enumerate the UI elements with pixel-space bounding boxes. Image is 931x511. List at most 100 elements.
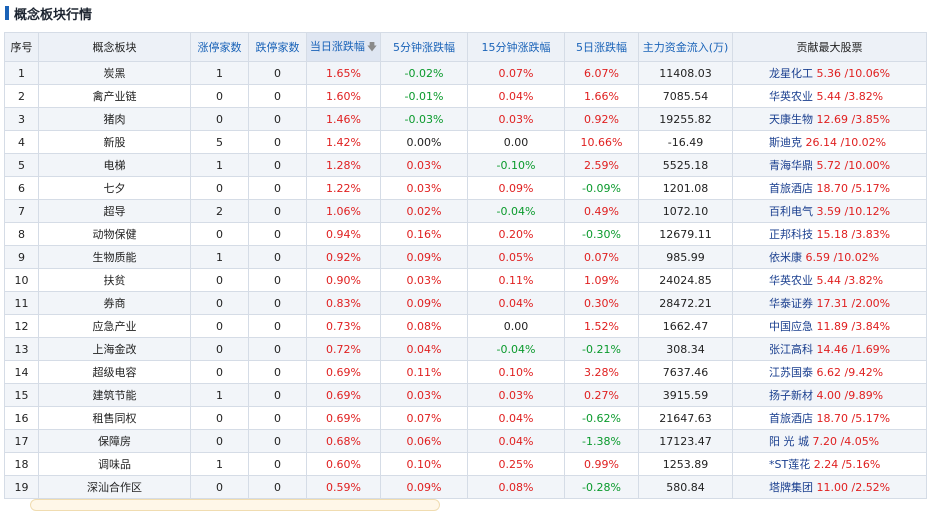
- sector-name[interactable]: 超级电容: [38, 360, 191, 384]
- 5min-change: 0.04%: [380, 337, 468, 361]
- table-row[interactable]: 19 深汕合作区 0 0 0.59% 0.09% 0.08% -0.28% 580.84 塔牌集团…: [4, 475, 927, 499]
- header-15min-change[interactable]: 15分钟涨跌幅: [467, 32, 565, 62]
- top-stock-name[interactable]: 首旅酒店: [769, 182, 813, 195]
- top-stock-name[interactable]: 青海华鼎: [769, 159, 813, 172]
- sector-name[interactable]: 扶贫: [38, 268, 191, 292]
- top-stock[interactable]: 正邦科技 15.18 /3.83%: [732, 222, 927, 246]
- table-row[interactable]: 14 超级电容 0 0 0.69% 0.11% 0.10% 3.28% 7637.46 江苏国泰 …: [4, 360, 927, 384]
- top-stock-name[interactable]: 正邦科技: [769, 228, 813, 241]
- top-stock[interactable]: 斯迪克 26.14 /10.02%: [732, 130, 927, 154]
- top-stock[interactable]: 华英农业 5.44 /3.82%: [732, 268, 927, 292]
- sector-name[interactable]: 超导: [38, 199, 191, 223]
- top-stock-name[interactable]: 中国应急: [769, 320, 813, 333]
- top-stock-name[interactable]: 阳 光 城: [769, 435, 809, 448]
- sector-name[interactable]: 保障房: [38, 429, 191, 453]
- table-row[interactable]: 13 上海金改 0 0 0.72% 0.04% -0.04% -0.21% 308.34 张江高科…: [4, 337, 927, 361]
- limit-up-count: 0: [190, 475, 249, 499]
- top-stock-name[interactable]: 天康生物: [769, 113, 813, 126]
- top-stock[interactable]: 依米康 6.59 /10.02%: [732, 245, 927, 269]
- arrow-down-icon[interactable]: 🡇: [366, 41, 378, 53]
- top-stock-name[interactable]: 华英农业: [769, 90, 813, 103]
- sector-name[interactable]: 券商: [38, 291, 191, 315]
- header-5min-change[interactable]: 5分钟涨跌幅: [380, 32, 468, 62]
- sector-name[interactable]: 生物质能: [38, 245, 191, 269]
- top-stock-price-change: 26.14 /10.02%: [805, 136, 887, 149]
- table-row[interactable]: 6 七夕 0 0 1.22% 0.03% 0.09% -0.09% 1201.08 首旅酒店 18…: [4, 176, 927, 200]
- table-row[interactable]: 5 电梯 1 0 1.28% 0.03% -0.10% 2.59% 5525.18 青海华鼎 5.…: [4, 153, 927, 177]
- sector-name[interactable]: 七夕: [38, 176, 191, 200]
- table-row[interactable]: 16 租售同权 0 0 0.69% 0.07% 0.04% -0.62% 21647.63 首旅酒…: [4, 406, 927, 430]
- sector-name[interactable]: 炭黑: [38, 61, 191, 85]
- top-stock[interactable]: 青海华鼎 5.72 /10.00%: [732, 153, 927, 177]
- header-day-change[interactable]: 当日涨跌幅 🡇: [306, 32, 381, 62]
- 15min-change: -0.10%: [467, 153, 565, 177]
- sector-name[interactable]: 调味品: [38, 452, 191, 476]
- 5min-change: 0.10%: [380, 452, 468, 476]
- table-row[interactable]: 3 猪肉 0 0 1.46% -0.03% 0.03% 0.92% 19255.82 天康生物 1…: [4, 107, 927, 131]
- top-stock[interactable]: 天康生物 12.69 /3.85%: [732, 107, 927, 131]
- table-row[interactable]: 1 炭黑 1 0 1.65% -0.02% 0.07% 6.07% 11408.03 龙星化工 5…: [4, 61, 927, 85]
- 5min-change: 0.09%: [380, 291, 468, 315]
- top-stock-name[interactable]: 江苏国泰: [769, 366, 813, 379]
- top-stock[interactable]: 阳 光 城 7.20 /4.05%: [732, 429, 927, 453]
- top-stock[interactable]: 首旅酒店 18.70 /5.17%: [732, 406, 927, 430]
- top-stock[interactable]: 江苏国泰 6.62 /9.42%: [732, 360, 927, 384]
- 5day-change: 1.09%: [564, 268, 639, 292]
- top-stock[interactable]: 百利电气 3.59 /10.12%: [732, 199, 927, 223]
- sector-name[interactable]: 新股: [38, 130, 191, 154]
- limit-down-count: 0: [248, 130, 307, 154]
- top-stock[interactable]: *ST莲花 2.24 /5.16%: [732, 452, 927, 476]
- top-stock-price-change: 14.46 /1.69%: [816, 343, 891, 356]
- table-row[interactable]: 7 超导 2 0 1.06% 0.02% -0.04% 0.49% 1072.10 百利电气 3.…: [4, 199, 927, 223]
- table-row[interactable]: 2 禽产业链 0 0 1.60% -0.01% 0.04% 1.66% 7085.54 华英农业 …: [4, 84, 927, 108]
- top-stock[interactable]: 塔牌集团 11.00 /2.52%: [732, 475, 927, 499]
- top-stock-price-change: 11.89 /3.84%: [816, 320, 891, 333]
- 15min-change: 0.08%: [467, 475, 565, 499]
- top-stock[interactable]: 龙星化工 5.36 /10.06%: [732, 61, 927, 85]
- top-stock[interactable]: 华英农业 5.44 /3.82%: [732, 84, 927, 108]
- header-5day-change[interactable]: 5日涨跌幅: [564, 32, 639, 62]
- table-row[interactable]: 8 动物保健 0 0 0.94% 0.16% 0.20% -0.30% 12679.11 正邦科技…: [4, 222, 927, 246]
- top-stock[interactable]: 首旅酒店 18.70 /5.17%: [732, 176, 927, 200]
- top-stock[interactable]: 扬子新材 4.00 /9.89%: [732, 383, 927, 407]
- header-limit-down[interactable]: 跌停家数: [248, 32, 307, 62]
- table-row[interactable]: 18 调味品 1 0 0.60% 0.10% 0.25% 0.99% 1253.89 *ST莲花 …: [4, 452, 927, 476]
- 5min-change: 0.16%: [380, 222, 468, 246]
- table-row[interactable]: 11 券商 0 0 0.83% 0.09% 0.04% 0.30% 28472.21 华泰证券 1…: [4, 291, 927, 315]
- sector-name[interactable]: 禽产业链: [38, 84, 191, 108]
- top-stock-name[interactable]: 塔牌集团: [769, 481, 813, 494]
- table-row[interactable]: 15 建筑节能 1 0 0.69% 0.03% 0.03% 0.27% 3915.59 扬子新材 …: [4, 383, 927, 407]
- top-stock-name[interactable]: 扬子新材: [769, 389, 813, 402]
- sector-name[interactable]: 猪肉: [38, 107, 191, 131]
- table-row[interactable]: 9 生物质能 1 0 0.92% 0.09% 0.05% 0.07% 985.99 依米康 6.5…: [4, 245, 927, 269]
- top-stock-name[interactable]: 华英农业: [769, 274, 813, 287]
- sector-name[interactable]: 电梯: [38, 153, 191, 177]
- top-stock-name[interactable]: 百利电气: [769, 205, 813, 218]
- top-stock-name[interactable]: 张江高科: [769, 343, 813, 356]
- top-stock[interactable]: 华泰证券 17.31 /2.00%: [732, 291, 927, 315]
- sector-name[interactable]: 深汕合作区: [38, 475, 191, 499]
- top-stock-name[interactable]: 龙星化工: [769, 67, 813, 80]
- top-stock[interactable]: 中国应急 11.89 /3.84%: [732, 314, 927, 338]
- top-stock-name[interactable]: *ST莲花: [769, 458, 811, 471]
- sector-name[interactable]: 上海金改: [38, 337, 191, 361]
- sector-name[interactable]: 动物保健: [38, 222, 191, 246]
- table-row[interactable]: 12 应急产业 0 0 0.73% 0.08% 0.00 1.52% 1662.47 中国应急 1…: [4, 314, 927, 338]
- top-stock[interactable]: 张江高科 14.46 /1.69%: [732, 337, 927, 361]
- top-stock-name[interactable]: 斯迪克: [769, 136, 802, 149]
- header-capital-flow[interactable]: 主力资金流入(万): [638, 32, 733, 62]
- sector-name[interactable]: 应急产业: [38, 314, 191, 338]
- limit-up-count: 0: [190, 406, 249, 430]
- row-index: 10: [4, 268, 39, 292]
- top-stock-name[interactable]: 依米康: [769, 251, 802, 264]
- sector-name[interactable]: 建筑节能: [38, 383, 191, 407]
- table-row[interactable]: 10 扶贫 0 0 0.90% 0.03% 0.11% 1.09% 24024.85 华英农业 5…: [4, 268, 927, 292]
- header-limit-up[interactable]: 涨停家数: [190, 32, 249, 62]
- table-row[interactable]: 4 新股 5 0 1.42% 0.00% 0.00 10.66% -16.49 斯迪克 26.14…: [4, 130, 927, 154]
- limit-down-count: 0: [248, 268, 307, 292]
- table-row[interactable]: 17 保障房 0 0 0.68% 0.06% 0.04% -1.38% 17123.47 阳 光 …: [4, 429, 927, 453]
- top-stock-name[interactable]: 华泰证券: [769, 297, 813, 310]
- top-stock-name[interactable]: 首旅酒店: [769, 412, 813, 425]
- sector-name[interactable]: 租售同权: [38, 406, 191, 430]
- top-stock-price-change: 3.59 /10.12%: [816, 205, 891, 218]
